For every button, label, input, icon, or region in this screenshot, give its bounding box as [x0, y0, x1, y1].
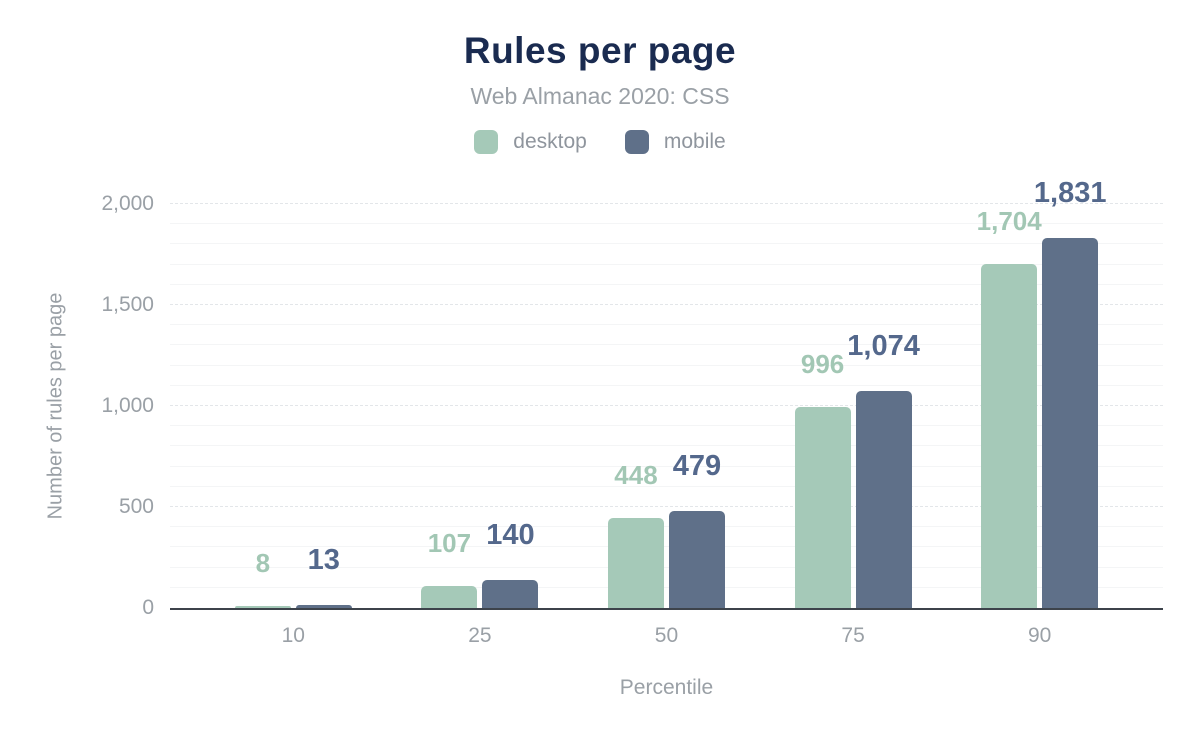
- gridline: [170, 263, 1163, 265]
- y-axis-title: Number of rules per page: [44, 292, 67, 520]
- bar-group-p50: 448 479: [573, 204, 760, 608]
- legend-label-desktop: desktop: [513, 130, 587, 153]
- gridline: [170, 526, 1163, 528]
- bar-mobile-p90[interactable]: 1,831: [1034, 179, 1106, 608]
- gridline: [170, 304, 1163, 305]
- gridline: [170, 566, 1163, 568]
- gridline: [170, 324, 1163, 326]
- gridline: [170, 364, 1163, 366]
- x-tick-10: 10: [281, 624, 305, 647]
- legend-item-desktop: desktop: [474, 130, 587, 154]
- bar-desktop-p90[interactable]: 1,704: [977, 208, 1042, 608]
- bar-value-desktop-p10: 8: [255, 548, 271, 579]
- bar-mobile-p25[interactable]: 140: [482, 520, 539, 608]
- x-tick-labels: 10 25 50 75 90: [200, 624, 1133, 648]
- bar-value-mobile-p50: 479: [672, 450, 722, 483]
- gridline: [170, 344, 1163, 346]
- gridline: [170, 425, 1163, 427]
- x-tick-75: 75: [841, 624, 865, 647]
- legend-item-mobile: mobile: [624, 130, 726, 154]
- bar-value-desktop-p25: 107: [427, 528, 472, 559]
- x-axis-title: Percentile: [619, 676, 714, 699]
- gridline: [170, 243, 1163, 245]
- gridline: [170, 283, 1163, 285]
- bar-group-p75: 996 1,074: [760, 204, 947, 608]
- gridline: [170, 405, 1163, 406]
- y-tick-1,000: 1,000: [101, 394, 154, 417]
- gridline: [170, 465, 1163, 467]
- bar-mobile-p50[interactable]: 479: [668, 452, 725, 608]
- bar-value-mobile-p25: 140: [486, 518, 535, 551]
- x-axis-line: [170, 608, 1163, 610]
- bar-mobile-p75[interactable]: 1,074: [847, 332, 920, 608]
- bar-group-p90: 1,704 1,831: [946, 179, 1133, 608]
- bar-value-mobile-p90: 1,831: [1033, 177, 1107, 210]
- legend: desktop mobile: [474, 130, 726, 154]
- y-tick-0: 0: [142, 596, 154, 619]
- legend-swatch-mobile: [624, 130, 649, 154]
- bar-value-desktop-p50: 448: [614, 459, 658, 490]
- gridline: [170, 445, 1163, 447]
- bar-mobile-p10[interactable]: 13: [295, 546, 352, 608]
- bar-group-p25: 107 140: [387, 204, 574, 608]
- gridline: [170, 506, 1163, 507]
- gridline: [170, 384, 1163, 386]
- legend-label-mobile: mobile: [663, 130, 726, 153]
- legend-swatch-desktop: [474, 130, 499, 154]
- y-tick-2,000: 2,000: [101, 192, 154, 215]
- y-tick-500: 500: [118, 495, 154, 518]
- plot-area: Number of rules per page 8 13 107 140 448 479…: [45, 179, 1163, 699]
- bar-group-p10: 8 13: [200, 204, 387, 608]
- bar-groups: 8 13 107 140 448 479 996 1,074 1,704 1,831: [200, 179, 1133, 608]
- chart-header: Rules per page Web Almanac 2020: CSS des…: [0, 0, 1200, 159]
- bar-value-desktop-p90: 1,704: [976, 205, 1042, 236]
- bar-value-mobile-p75: 1,074: [847, 330, 920, 363]
- gridline: [170, 203, 1163, 204]
- bar-desktop-p50[interactable]: 448: [607, 462, 664, 608]
- bar-value-mobile-p10: 13: [307, 544, 340, 577]
- gridline: [170, 223, 1163, 225]
- gridline: [170, 586, 1163, 588]
- x-tick-25: 25: [468, 624, 492, 647]
- y-tick-1,500: 1,500: [101, 293, 154, 316]
- bar-desktop-p10[interactable]: 8: [234, 550, 291, 608]
- x-tick-90: 90: [1027, 624, 1052, 647]
- bar-desktop-p25[interactable]: 107: [421, 530, 478, 608]
- chart-title: Rules per page: [463, 30, 737, 71]
- gridline: [170, 485, 1163, 487]
- bar-value-desktop-p75: 996: [800, 348, 845, 379]
- chart-subtitle: Web Almanac 2020: CSS: [470, 83, 730, 109]
- bar-desktop-p75[interactable]: 996: [794, 351, 851, 608]
- x-tick-50: 50: [654, 624, 679, 647]
- gridline: [170, 546, 1163, 548]
